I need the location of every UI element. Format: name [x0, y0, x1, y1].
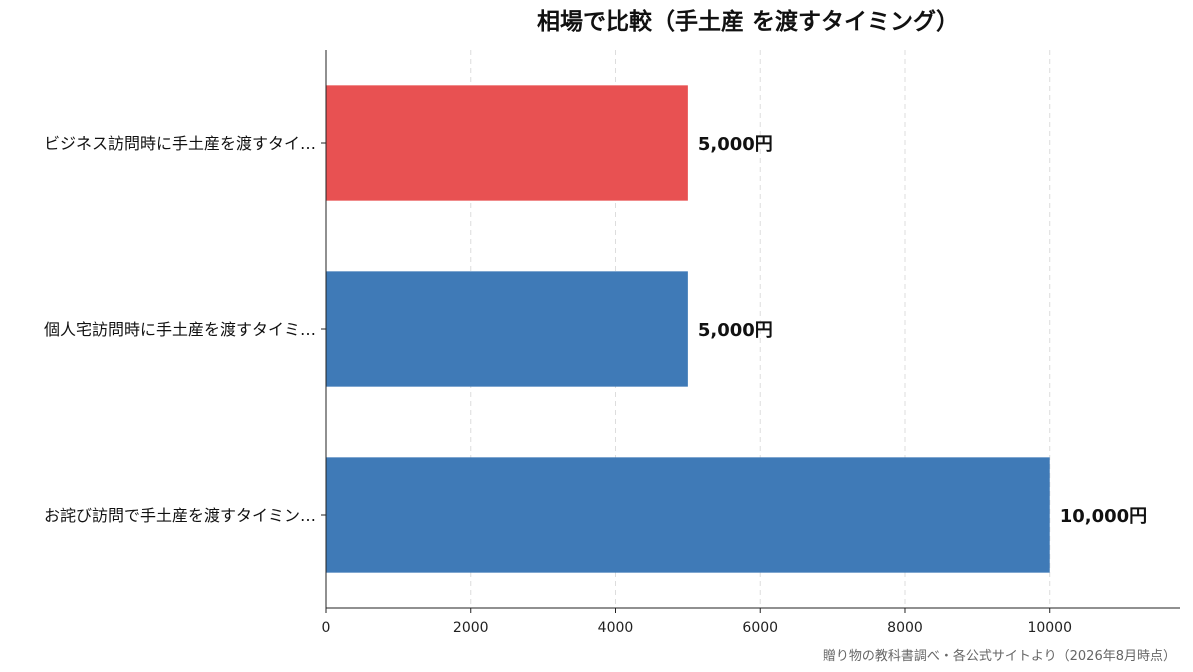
axes	[321, 50, 1180, 613]
x-tick-label: 2000	[453, 620, 489, 636]
bar	[326, 457, 1050, 573]
x-tick-label: 6000	[742, 620, 778, 636]
category-label: お詫び訪問で手土産を渡すタイミン…	[44, 506, 316, 525]
x-tick-label: 4000	[598, 620, 634, 636]
value-label: 5,000円	[698, 320, 773, 341]
x-tick-label: 8000	[887, 620, 923, 636]
bar	[326, 271, 688, 387]
bar	[326, 85, 688, 201]
category-label: 個人宅訪問時に手土産を渡すタイミ…	[44, 320, 316, 339]
labels: 0 2000 4000 6000 8000 10000 ビジネス訪問時に手土産を渡すタイ… 5…	[44, 134, 1147, 636]
chart-title: 相場で比較（手土産 を渡すタイミング）	[537, 8, 959, 35]
value-label: 5,000円	[698, 134, 773, 155]
x-tick-label: 0	[322, 620, 331, 636]
bars	[326, 85, 1050, 573]
source-note: 贈り物の教科書調べ・各公式サイトより（2026年8月時点）	[823, 648, 1176, 664]
category-label: ビジネス訪問時に手土産を渡すタイ…	[44, 134, 316, 153]
value-label: 10,000円	[1060, 506, 1147, 527]
x-tick-label: 10000	[1027, 620, 1072, 636]
